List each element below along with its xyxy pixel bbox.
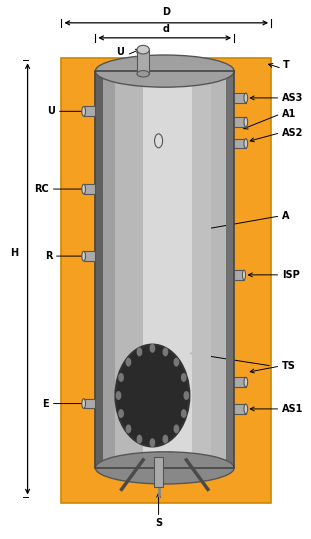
Text: H: H [10,248,18,258]
Bar [137,50,149,74]
Circle shape [137,436,142,443]
Bar [234,139,246,148]
Text: ISP: ISP [282,270,299,280]
Ellipse shape [82,107,86,116]
Bar [234,93,246,103]
Bar [234,270,244,280]
Bar [95,71,234,468]
Circle shape [126,425,131,433]
Circle shape [119,374,123,381]
Circle shape [184,392,188,399]
Bar [193,71,211,468]
Ellipse shape [137,71,149,77]
Text: AS2: AS2 [282,128,303,138]
Circle shape [119,410,123,417]
Circle shape [155,134,163,148]
Bar [226,71,234,468]
Text: D: D [162,8,170,17]
Bar [84,184,95,194]
Bar [143,71,202,468]
Bar [84,399,95,409]
Bar [234,377,246,387]
Text: U: U [116,47,124,57]
Circle shape [163,436,168,443]
Bar [62,58,271,503]
Bar [234,404,246,414]
Text: E: E [43,398,49,409]
Text: TS: TS [282,361,296,371]
Text: U: U [48,106,55,116]
Ellipse shape [244,117,248,127]
Bar [95,71,234,468]
Ellipse shape [82,399,86,409]
Circle shape [137,348,142,356]
Ellipse shape [244,377,248,387]
Ellipse shape [137,45,149,54]
Bar [234,117,246,127]
Circle shape [150,439,155,446]
Bar [84,107,95,116]
Bar [84,251,95,261]
Ellipse shape [244,139,248,148]
Text: AS3: AS3 [282,93,303,103]
Text: T: T [282,60,289,70]
Ellipse shape [115,344,189,446]
Circle shape [182,374,186,381]
Bar [95,71,103,468]
Circle shape [126,358,131,366]
Text: A1: A1 [282,109,296,119]
Text: d: d [163,24,170,33]
Ellipse shape [82,184,86,194]
Circle shape [116,392,121,399]
Circle shape [174,425,179,433]
Text: S: S [155,517,162,528]
Ellipse shape [82,251,86,261]
Text: A: A [282,211,289,221]
Ellipse shape [242,270,245,280]
Bar [103,71,115,468]
Text: R: R [45,251,52,261]
Ellipse shape [244,404,248,414]
Circle shape [150,344,155,352]
Circle shape [182,410,186,417]
Text: AS1: AS1 [282,404,303,414]
Ellipse shape [95,452,234,484]
Text: RC: RC [35,184,49,194]
Ellipse shape [95,55,234,87]
Circle shape [163,348,168,356]
Bar [154,457,163,487]
Circle shape [174,358,179,366]
Ellipse shape [244,93,248,103]
